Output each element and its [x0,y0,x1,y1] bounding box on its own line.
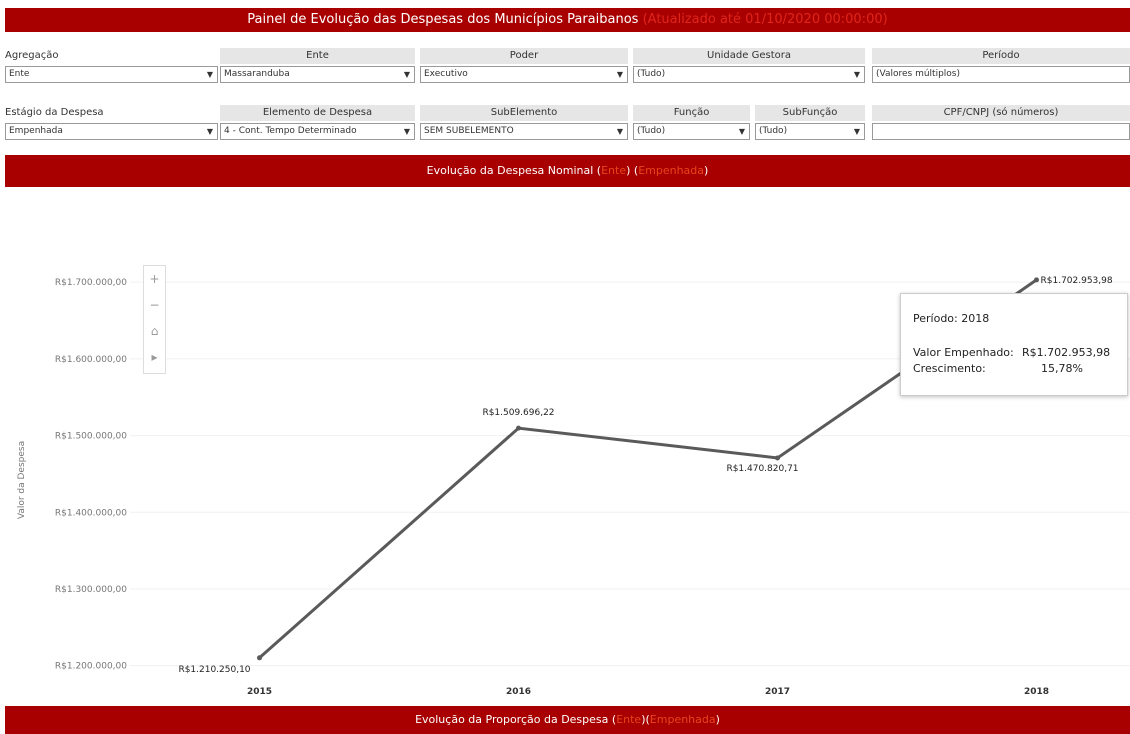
filter: Unidade Gestora (Tudo) ▼ [633,48,865,83]
dropdown-arrow: ▼ [206,70,213,79]
section-aggregation: Ente [601,164,627,177]
tooltip-value-label: Valor Empenhado: [913,346,1014,359]
home[interactable]: ⌂ [150,324,159,338]
play[interactable]: ▸ [151,350,158,364]
filter-input[interactable]: Executivo ▼ [420,66,628,83]
filter-input[interactable]: (Tudo) ▼ [633,123,750,140]
filter-value: (Tudo) [637,69,666,79]
x-tick-label: 2016 [506,687,531,697]
filter: Ente Massaranduba ▼ [220,48,415,83]
dropdown-arrow: ▼ [738,127,745,136]
filter-input[interactable]: 4 - Cont. Tempo Determinado ▼ [220,123,415,140]
dropdown-arrow: ▼ [206,127,213,136]
filter: Elemento de Despesa 4 - Cont. Tempo Deter… [220,105,415,140]
y-tick-label: R$1.500.000,00 [55,432,127,442]
section-stage: Empenhada [649,713,716,726]
filter-input[interactable] [872,123,1130,140]
filter-input[interactable]: Empenhada ▼ [5,123,218,140]
filter-input[interactable]: (Tudo) ▼ [633,66,865,83]
section-aggregation: Ente [616,713,642,726]
point [1034,277,1039,283]
filter: Poder Executivo ▼ [420,48,628,83]
filter-value: (Tudo) [637,126,666,136]
dropdown-arrow: ▼ [853,70,860,79]
filter-value: SEM SUBELEMENTO [424,126,514,136]
data-label: R$1.509.696,22 [482,408,554,418]
section-text: )( [641,713,650,726]
filter-value: Ente [9,69,30,79]
data-label: R$1.470.820,71 [726,464,798,474]
zoom-in[interactable]: + [149,272,160,286]
zoom-controls: + − ⌂ ▸ [143,265,166,374]
section-bar: Evolução da Despesa Nominal (Ente) (Empe… [5,155,1130,187]
updated: (Atualizado até 01/10/2020 00:00:00) [642,12,888,27]
dropdown-arrow: ▼ [616,127,623,136]
filter-value: 4 - Cont. Tempo Determinado [224,126,357,136]
filter-label: Elemento de Despesa [220,105,415,121]
filter-value: Empenhada [9,126,63,136]
filter: SubElemento SEM SUBELEMENTO ▼ [420,105,628,140]
filter: Estágio da Despesa Empenhada ▼ [5,105,218,140]
filter-label: CPF/CNPJ (só números) [872,105,1130,121]
y-tick-label: R$1.600.000,00 [55,355,127,365]
title: Painel de Evolução das Despesas dos Muni… [247,12,639,27]
point [775,455,780,461]
filter-value: Massaranduba [224,69,290,79]
filter-value: Executivo [424,69,468,79]
y-tick-label: R$1.400.000,00 [55,508,127,518]
filter: CPF/CNPJ (só números) [872,105,1130,140]
point [516,425,521,431]
tooltip-growth: 15,78% [1041,362,1083,375]
section-text: Evolução da Proporção da Despesa ( [415,713,617,726]
zoom-out[interactable]: − [149,298,160,312]
header: Painel de Evolução das Despesas dos Muni… [5,8,1130,32]
filter-label: Período [872,48,1130,64]
x-tick-label: 2018 [1024,687,1049,697]
filter-input[interactable]: SEM SUBELEMENTO ▼ [420,123,628,140]
filter-label: Função [633,105,750,121]
filter-label: Ente [220,48,415,64]
dropdown-arrow: ▼ [403,70,410,79]
filter-input[interactable]: Ente ▼ [5,66,218,83]
filter-input[interactable]: (Valores múltiplos) [872,66,1130,83]
filter-value: (Tudo) [759,126,788,136]
filter-input[interactable]: Massaranduba ▼ [220,66,415,83]
tooltip: Período: 2018 Valor Empenhado: R$1.702.9… [900,293,1128,396]
dropdown-arrow: ▼ [403,127,410,136]
dropdown-arrow: ▼ [616,70,623,79]
filter: Período (Valores múltiplos) [872,48,1130,83]
y-tick-label: R$1.700.000,00 [55,278,127,288]
section-text: Evolução da Despesa Nominal ( [426,164,602,177]
y-axis-title: Valor da Despesa [17,441,27,519]
data-label: R$1.210.250,10 [178,665,250,675]
data-label: R$1.702.953,98 [1041,276,1113,286]
tooltip-period: Período: 2018 [913,312,990,325]
filter-label: Poder [420,48,628,64]
section-text: ) [715,713,720,726]
section-text: ) [704,164,709,177]
point [257,655,262,661]
y-tick-label: R$1.300.000,00 [55,585,127,595]
section-text: ) ( [626,164,639,177]
filter-label: Estágio da Despesa [5,107,104,118]
filter-value: (Valores múltiplos) [876,69,961,79]
filter-input[interactable]: (Tudo) ▼ [755,123,865,140]
section-bar: Evolução da Proporção da Despesa (Ente)(… [5,706,1130,734]
filter: SubFunção (Tudo) ▼ [755,105,865,140]
x-tick-label: 2017 [765,687,790,697]
x-tick-label: 2015 [247,687,272,697]
filter: Função (Tudo) ▼ [633,105,750,140]
filter-label: SubElemento [420,105,628,121]
filter-label: SubFunção [755,105,865,121]
filter-label: Agregação [5,50,59,61]
filter: Agregação Ente ▼ [5,48,218,83]
tooltip-value: R$1.702.953,98 [1022,346,1111,359]
tooltip-growth-label: Crescimento: [913,362,986,375]
y-tick-label: R$1.200.000,00 [55,662,127,672]
filter-label: Unidade Gestora [633,48,865,64]
section-stage: Empenhada [638,164,705,177]
dropdown-arrow: ▼ [853,127,860,136]
